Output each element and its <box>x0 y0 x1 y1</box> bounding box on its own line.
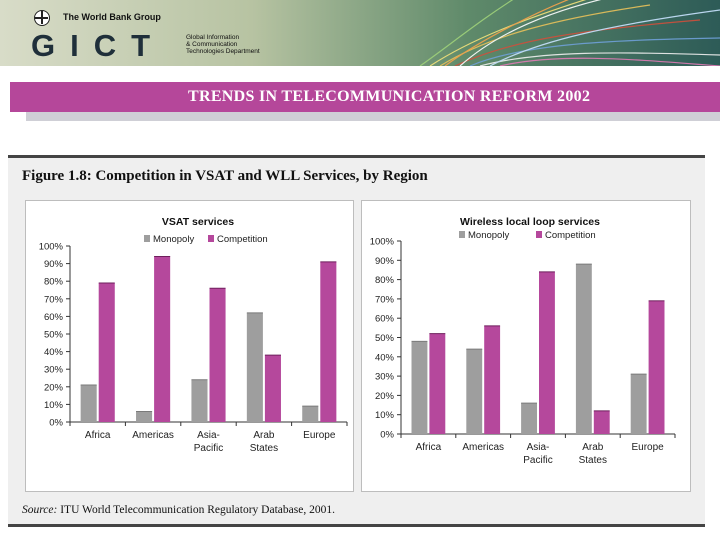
org-name: The World Bank Group <box>63 12 161 22</box>
y-tick-label: 70% <box>44 294 64 305</box>
gict-subtitle: Global Information & Communication Techn… <box>186 34 260 55</box>
y-tick-label: 30% <box>375 372 395 383</box>
source-label: Source: <box>22 504 58 516</box>
chart-title: VSAT services <box>162 216 234 228</box>
x-category-label: Asia- <box>527 442 550 453</box>
bar-monopoly <box>246 312 263 422</box>
y-tick-label: 100% <box>370 237 395 248</box>
y-tick-label: 50% <box>375 333 395 344</box>
bar-monopoly <box>630 374 647 434</box>
bar-competition <box>264 355 281 422</box>
legend-swatch-competition <box>208 235 214 242</box>
y-tick-label: 10% <box>44 400 64 411</box>
y-tick-label: 10% <box>375 410 395 421</box>
y-tick-label: 60% <box>375 314 395 325</box>
bar-monopoly <box>521 403 537 434</box>
x-category-label: Africa <box>85 430 111 441</box>
bar-competition <box>593 410 610 434</box>
y-tick-label: 80% <box>375 275 395 286</box>
legend-swatch-monopoly <box>144 235 150 242</box>
x-category-label: Pacific <box>194 443 223 454</box>
bar-monopoly <box>302 406 319 422</box>
x-category-label: Europe <box>631 442 664 453</box>
x-category-label: Africa <box>416 442 442 453</box>
y-tick-label: 50% <box>44 330 64 341</box>
x-category-label: Americas <box>132 430 174 441</box>
y-tick-label: 0% <box>49 418 63 429</box>
banner-title: TRENDS IN TELECOMMUNICATION REFORM 2002 <box>188 88 591 105</box>
y-tick-label: 20% <box>44 382 64 393</box>
y-tick-label: 100% <box>39 242 64 253</box>
x-category-label: Americas <box>462 442 504 453</box>
x-category-label: Asia- <box>197 430 220 441</box>
chart-title: Wireless local loop services <box>460 216 600 228</box>
bar-competition <box>98 282 115 422</box>
bar-competition <box>429 333 446 434</box>
vsat-chart-panel: VSAT services Monopoly Competition 0% 10% 20%… <box>25 200 354 492</box>
bar-competition <box>320 261 337 422</box>
y-tick-label: 40% <box>375 352 395 363</box>
x-category-label: Europe <box>303 430 336 441</box>
y-tick-label: 30% <box>44 365 64 376</box>
world-bank-globe-icon <box>34 10 50 26</box>
bar-competition <box>209 288 226 422</box>
y-tick-label: 70% <box>375 294 395 305</box>
y-tick-label: 60% <box>44 312 64 323</box>
y-tick-label: 90% <box>44 259 64 270</box>
x-category-label: States <box>579 455 607 466</box>
legend-label-competition: Competition <box>217 234 268 245</box>
bar-monopoly <box>80 385 97 422</box>
bar-monopoly <box>191 379 208 422</box>
bar-competition <box>648 300 665 434</box>
gict-logo: GICT <box>31 28 166 63</box>
y-tick-label: 40% <box>44 347 64 358</box>
source-note: Source: ITU World Telecommunication Regu… <box>22 504 335 516</box>
bar-monopoly <box>575 264 592 434</box>
bar-competition <box>154 256 171 422</box>
title-banner <box>10 82 720 112</box>
fiber-optic-graphic <box>419 0 720 66</box>
x-category-label: States <box>250 443 278 454</box>
y-tick-label: 20% <box>375 391 395 402</box>
y-tick-label: 80% <box>44 277 64 288</box>
header-band: The World Bank Group GICT Global Informa… <box>0 0 720 66</box>
legend-label-competition: Competition <box>545 230 596 241</box>
bar-monopoly <box>466 349 483 434</box>
legend-label-monopoly: Monopoly <box>153 234 194 245</box>
y-tick-label: 90% <box>375 256 395 267</box>
bar-monopoly <box>411 341 428 434</box>
x-category-label: Arab <box>253 430 275 441</box>
bar-competition <box>484 325 501 434</box>
wll-chart-panel: Wireless local loop services Monopoly Comp… <box>361 200 691 492</box>
x-category-label: Pacific <box>523 455 552 466</box>
legend-label-monopoly: Monopoly <box>468 230 509 241</box>
legend-swatch-monopoly <box>459 231 465 238</box>
source-text: ITU World Telecommunication Regulatory D… <box>57 504 335 516</box>
legend-swatch-competition <box>536 231 542 238</box>
y-tick-label: 0% <box>380 430 394 441</box>
wll-chart: Wireless local loop services Monopoly Comp… <box>370 216 676 466</box>
figure-title: Figure 1.8: Competition in VSAT and WLL … <box>22 168 428 184</box>
x-category-label: Arab <box>582 442 604 453</box>
vsat-chart: VSAT services Monopoly Competition 0% 10% 20%… <box>39 216 348 454</box>
bar-monopoly <box>136 411 153 422</box>
bar-competition <box>539 271 555 434</box>
